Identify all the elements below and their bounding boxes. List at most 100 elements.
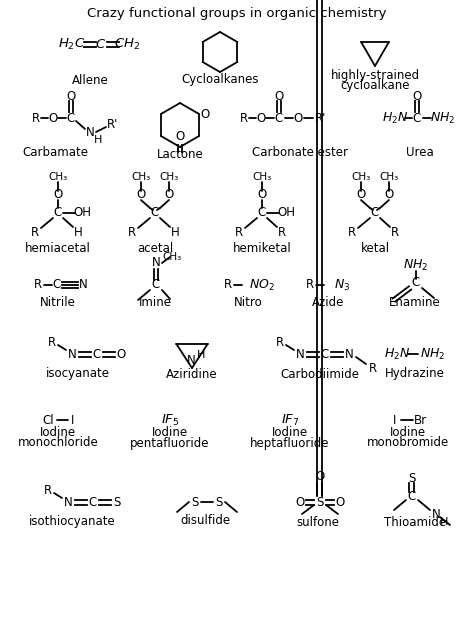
Text: $NH_2$: $NH_2$ [420,346,446,362]
Text: N: N [86,126,94,138]
Text: I: I [71,413,75,427]
Text: C: C [53,279,61,291]
Text: $C$: $C$ [95,37,107,51]
Text: Allene: Allene [72,73,109,87]
Text: pentafluoride: pentafluoride [130,437,210,449]
Text: O: O [256,111,265,125]
Text: OH: OH [277,207,295,219]
Text: $H_2C$: $H_2C$ [58,37,86,52]
Text: ketal: ketal [360,241,390,255]
Text: C: C [152,279,160,291]
Text: C: C [151,207,159,219]
Text: monobromide: monobromide [367,437,449,449]
Text: Cl: Cl [42,413,54,427]
Text: R: R [32,111,40,125]
Text: O: O [137,188,146,202]
Text: R: R [128,226,136,238]
Text: Urea: Urea [406,145,434,159]
Text: O: O [257,188,266,202]
Text: Enamine: Enamine [389,296,441,310]
Text: CH₃: CH₃ [163,252,182,262]
Text: CH₃: CH₃ [379,172,399,182]
Text: C: C [371,207,379,219]
Text: O: O [315,470,325,483]
Text: C: C [321,348,329,360]
Text: $NO_2$: $NO_2$ [249,277,275,293]
Text: N: N [432,507,440,521]
Text: N: N [345,348,354,360]
Text: OH: OH [73,207,91,219]
Text: O: O [175,130,185,143]
Text: CH₃: CH₃ [351,172,371,182]
Text: I: I [393,413,397,427]
Text: $H_2N$: $H_2N$ [384,346,410,362]
Text: S: S [113,495,121,509]
Text: O: O [295,495,305,509]
Text: S: S [191,495,199,509]
Text: CH₃: CH₃ [252,172,272,182]
Text: Cycloalkanes: Cycloalkanes [181,73,259,87]
Text: Carbamate: Carbamate [22,145,88,159]
Text: S: S [408,471,416,485]
Text: CH₃: CH₃ [159,172,179,182]
Text: $IF_7$: $IF_7$ [281,413,299,428]
Text: Iodine: Iodine [40,427,76,439]
Text: R': R' [107,118,118,130]
Text: O: O [274,90,283,102]
Text: hemiacetal: hemiacetal [25,241,91,255]
Text: H: H [197,350,205,360]
Text: R: R [348,226,356,238]
Text: R: R [306,279,314,291]
Text: highly-strained: highly-strained [330,70,419,83]
Text: Crazy functional groups in organic chemistry: Crazy functional groups in organic chemi… [87,8,387,20]
Text: CH₃: CH₃ [48,172,68,182]
Text: C: C [275,111,283,125]
Text: R: R [276,336,284,348]
Text: isothiocyanate: isothiocyanate [28,516,115,528]
Text: Iodine: Iodine [390,427,426,439]
Text: N: N [68,348,76,360]
Text: O: O [412,90,422,102]
Text: O: O [336,495,345,509]
Text: C: C [408,490,416,502]
Text: O: O [356,188,365,202]
Text: C: C [67,111,75,125]
Text: R: R [369,363,377,375]
Text: O: O [293,111,302,125]
Text: C: C [258,207,266,219]
Text: C: C [413,111,421,125]
Text: Thioamide: Thioamide [384,516,446,528]
Text: $N_3$: $N_3$ [334,277,350,293]
Text: R: R [278,226,286,238]
Text: $NH_2$: $NH_2$ [403,257,428,272]
Text: sulfone: sulfone [297,516,339,528]
Text: O: O [164,188,173,202]
Text: R: R [44,483,52,497]
Text: isocyanate: isocyanate [46,367,110,380]
Text: O: O [48,111,58,125]
Text: H: H [171,226,179,238]
Text: S: S [215,495,223,509]
Text: O: O [117,348,126,360]
Text: C: C [54,207,62,219]
Text: Azide: Azide [312,296,344,310]
Text: N: N [64,495,73,509]
Text: $IF_5$: $IF_5$ [161,413,179,428]
Text: disulfide: disulfide [180,513,230,526]
Text: N: N [79,279,87,291]
Text: O: O [201,107,210,121]
Text: R: R [31,226,39,238]
Text: O: O [384,188,393,202]
Text: H: H [94,135,102,145]
Text: Nitrile: Nitrile [40,296,76,310]
Text: Carbonate ester: Carbonate ester [252,145,348,159]
Text: Iodine: Iodine [152,427,188,439]
Text: $H_2N$: $H_2N$ [382,111,408,126]
Text: R: R [34,279,42,291]
Text: Iodine: Iodine [272,427,308,439]
Text: Carbodiimide: Carbodiimide [281,367,359,380]
Text: O: O [66,90,76,102]
Text: C: C [89,495,97,509]
Text: Aziridine: Aziridine [166,367,218,380]
Text: acetal: acetal [137,241,173,255]
